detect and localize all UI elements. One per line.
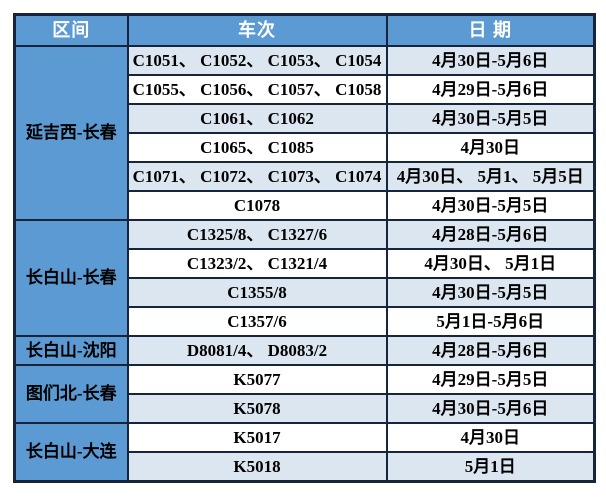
section-cell-changbaishan-shenyang: 长白山-沈阳 <box>13 335 129 366</box>
train-cell: K5077 <box>126 364 388 395</box>
train-cell: C1071、 C1072、 C1073、 C1074 <box>126 161 388 192</box>
train-cell: K5078 <box>126 393 388 424</box>
date-cell: 4月28日-5月6日 <box>385 219 596 250</box>
train-cell: K5017 <box>126 422 388 453</box>
train-cell: C1055、 C1056、 C1057、 C1058 <box>126 74 388 105</box>
date-cell: 4月30日-5月6日 <box>385 393 596 424</box>
date-cell: 4月30日-5月6日 <box>385 45 596 76</box>
date-cell: 4月28日-5月6日 <box>385 335 596 366</box>
date-cell: 4月30日-5月5日 <box>385 277 596 308</box>
train-schedule-table-wrap: 区间 车次 日 期 延吉西-长春 C1051、 C1052、 C1053、 C1… <box>13 13 596 483</box>
train-cell: C1078 <box>126 190 388 221</box>
col-header-date: 日 期 <box>385 13 596 47</box>
table-row: 延吉西-长春 C1051、 C1052、 C1053、 C1054 4月30日-… <box>13 45 596 221</box>
col-header-train: 车次 <box>126 13 388 47</box>
table-row: C1061、 C1062 4月30日-5月5日 <box>15 103 596 134</box>
train-schedule-table: 区间 车次 日 期 延吉西-长春 C1051、 C1052、 C1053、 C1… <box>13 13 596 483</box>
train-cell: C1325/8、 C1327/6 <box>126 219 388 250</box>
table-row: K5078 4月30日-5月6日 <box>15 393 596 424</box>
date-cell: 4月30日、 5月1、 5月5日 <box>385 161 596 192</box>
section-cell-changbaishan-changchun: 长白山-长春 <box>13 219 129 337</box>
table-row: C1323/2、 C1321/4 4月30日、 5月1日 <box>15 248 596 279</box>
date-cell: 5月1日 <box>385 451 596 483</box>
train-cell: C1355/8 <box>126 277 388 308</box>
train-cell: C1323/2、 C1321/4 <box>126 248 388 279</box>
section-cell-changbaishan-dalian: 长白山-大连 <box>13 422 129 483</box>
date-cell: 4月30日 <box>385 132 596 163</box>
date-cell: 4月30日-5月5日 <box>385 103 596 134</box>
table-row: 长白山-大连 K5017 4月30日 <box>13 422 596 483</box>
table-row: 图们北-长春 K5077 4月29日-5月5日 <box>13 364 596 424</box>
table-row: 长白山-沈阳 D8081/4、 D8083/2 4月28日-5月6日 <box>13 335 596 366</box>
table-row: C1055、 C1056、 C1057、 C1058 4月29日-5月6日 <box>15 74 596 105</box>
table-row: 长白山-长春 C1325/8、 C1327/6 4月28日-5月6日 <box>13 219 596 337</box>
date-cell: 4月30日 <box>385 422 596 453</box>
date-cell: 4月30日-5月5日 <box>385 190 596 221</box>
table-row: C1078 4月30日-5月5日 <box>15 190 596 221</box>
date-cell: 5月1日-5月6日 <box>385 306 596 337</box>
train-cell: C1357/6 <box>126 306 388 337</box>
train-cell: C1065、 C1085 <box>126 132 388 163</box>
train-cell: K5018 <box>126 451 388 483</box>
table-row: C1357/6 5月1日-5月6日 <box>15 306 596 337</box>
table-row: C1065、 C1085 4月30日 <box>15 132 596 163</box>
date-cell: 4月29日-5月6日 <box>385 74 596 105</box>
date-cell: 4月30日、 5月1日 <box>385 248 596 279</box>
col-header-section: 区间 <box>13 13 129 47</box>
train-cell: D8081/4、 D8083/2 <box>126 335 388 366</box>
train-cell: C1051、 C1052、 C1053、 C1054 <box>126 45 388 76</box>
section-cell-tumenbei-changchun: 图们北-长春 <box>13 364 129 424</box>
table-row: C1355/8 4月30日-5月5日 <box>15 277 596 308</box>
train-cell: C1061、 C1062 <box>126 103 388 134</box>
header-row: 区间 车次 日 期 <box>13 13 596 47</box>
table-row: K5018 5月1日 <box>15 451 596 483</box>
section-cell-yanjixi-changchun: 延吉西-长春 <box>13 45 129 221</box>
table-row: C1071、 C1072、 C1073、 C1074 4月30日、 5月1、 5… <box>15 161 596 192</box>
date-cell: 4月29日-5月5日 <box>385 364 596 395</box>
